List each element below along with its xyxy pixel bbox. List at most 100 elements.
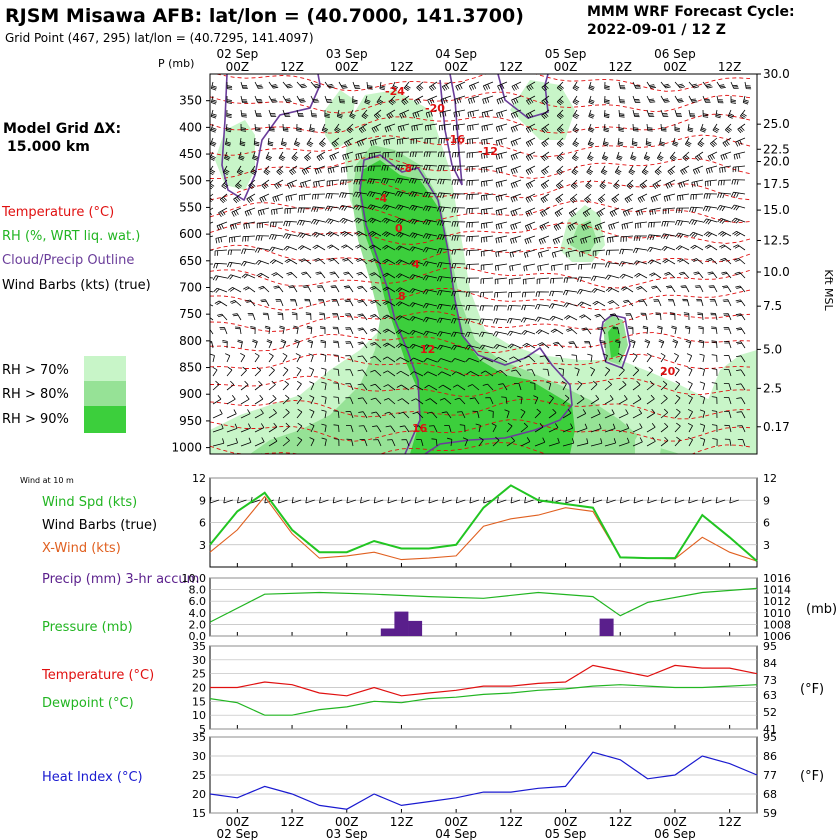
wind-barb	[510, 151, 522, 161]
surface-wind-barb	[237, 496, 247, 504]
wind-barb	[311, 231, 326, 238]
wind-barb	[538, 235, 550, 245]
pressure-tick-label: 450	[179, 147, 202, 161]
wind-barb	[227, 249, 241, 255]
wind-barb	[367, 204, 382, 211]
wind-barb	[291, 151, 299, 162]
wind-barb	[369, 300, 382, 307]
wind-barb	[719, 165, 732, 173]
wind-barb	[410, 384, 424, 391]
wind-barb	[284, 258, 298, 265]
wind-barb	[275, 299, 284, 307]
wind-barb	[510, 207, 522, 217]
wind-barb	[452, 384, 466, 391]
wind-barb	[339, 192, 354, 199]
wind-barb	[482, 81, 494, 91]
wind-barb	[732, 165, 746, 173]
wind-barb	[395, 329, 410, 335]
wind-barb	[212, 380, 220, 391]
isotherm-label: 8	[398, 290, 406, 303]
wind-barb	[464, 344, 480, 351]
wind-barb	[492, 436, 500, 447]
wind-barb	[604, 366, 611, 377]
wind-barb	[580, 235, 592, 245]
wind-barb	[653, 299, 662, 307]
wind-barb	[541, 151, 550, 162]
temperature-line	[210, 664, 758, 697]
wind-barb	[480, 277, 494, 284]
wind-barb	[453, 123, 466, 131]
wind-barb	[556, 165, 564, 176]
wind-barb	[576, 438, 589, 447]
wind-barb	[380, 178, 396, 184]
wind-barb	[295, 353, 301, 363]
wind-barb	[632, 247, 648, 254]
wind-barb	[254, 380, 263, 391]
wind-barb	[646, 123, 653, 132]
wind-barb	[268, 422, 278, 433]
wind-barb	[411, 123, 424, 132]
wind-barb	[329, 271, 340, 279]
wind-barb	[268, 380, 276, 391]
y2-tick-label: 1008	[763, 618, 791, 631]
wind-barb	[422, 261, 438, 267]
wind-barb	[507, 305, 522, 311]
wind-barb	[566, 235, 578, 245]
wind-barb	[325, 218, 340, 225]
wind-barb	[541, 137, 550, 148]
wind-barb	[456, 411, 466, 419]
wind-barb	[725, 123, 732, 134]
bottom-time-label: 12Z	[499, 815, 523, 829]
wind-barb	[465, 305, 480, 311]
isotherm	[210, 375, 751, 397]
y2-tick-label: 6	[763, 517, 770, 530]
cross-section-plot: -24 -20 -16 -12 -8 -4 0 4 8 12 16 20	[210, 74, 757, 454]
wind-barb	[509, 263, 522, 272]
wind-barb	[256, 272, 270, 279]
wind-barb	[524, 355, 536, 363]
wind-barb	[410, 137, 424, 144]
wind-barb	[534, 408, 541, 419]
wind-barb	[466, 207, 480, 214]
wind-barb	[707, 151, 718, 161]
wind-barb	[604, 394, 614, 405]
wind-barb	[451, 318, 466, 324]
wind-barb	[549, 290, 564, 297]
wind-barb	[521, 304, 536, 311]
wind-barb	[590, 423, 602, 433]
wind-barb	[699, 367, 705, 377]
wind-barb	[733, 151, 746, 160]
wind-barb	[702, 109, 709, 118]
wind-barb	[632, 409, 643, 419]
wind-barb	[605, 249, 620, 256]
wind-barb	[355, 258, 368, 265]
wind-barb	[545, 381, 552, 391]
wind-barb	[388, 95, 396, 106]
wind-barb	[240, 260, 256, 267]
y-tick-label: 35	[192, 731, 206, 744]
wind-barb	[689, 231, 704, 238]
wind-barb	[229, 300, 242, 307]
wind-barb	[660, 380, 668, 391]
wind-barb	[668, 299, 676, 307]
wind-barb	[210, 328, 214, 335]
wind-barb	[212, 438, 225, 447]
wind-barb	[510, 137, 522, 147]
wind-barb	[549, 315, 564, 321]
wind-barb	[660, 436, 669, 447]
wind-barb	[737, 439, 746, 447]
wind-barb	[504, 409, 510, 419]
isotherm-label: -24	[385, 85, 405, 98]
wind-barb	[399, 425, 410, 433]
wind-barb	[226, 109, 232, 118]
wind-barb	[525, 123, 536, 133]
wind-barb	[226, 423, 238, 433]
wind-barb	[296, 123, 302, 132]
wind-barb	[631, 137, 638, 147]
wind-barb	[730, 191, 746, 198]
wind-barb	[618, 123, 624, 132]
surface-wind-barb	[428, 496, 439, 504]
wind-barb	[708, 285, 718, 293]
wind-barb	[316, 285, 326, 293]
wind-barb	[660, 95, 670, 103]
